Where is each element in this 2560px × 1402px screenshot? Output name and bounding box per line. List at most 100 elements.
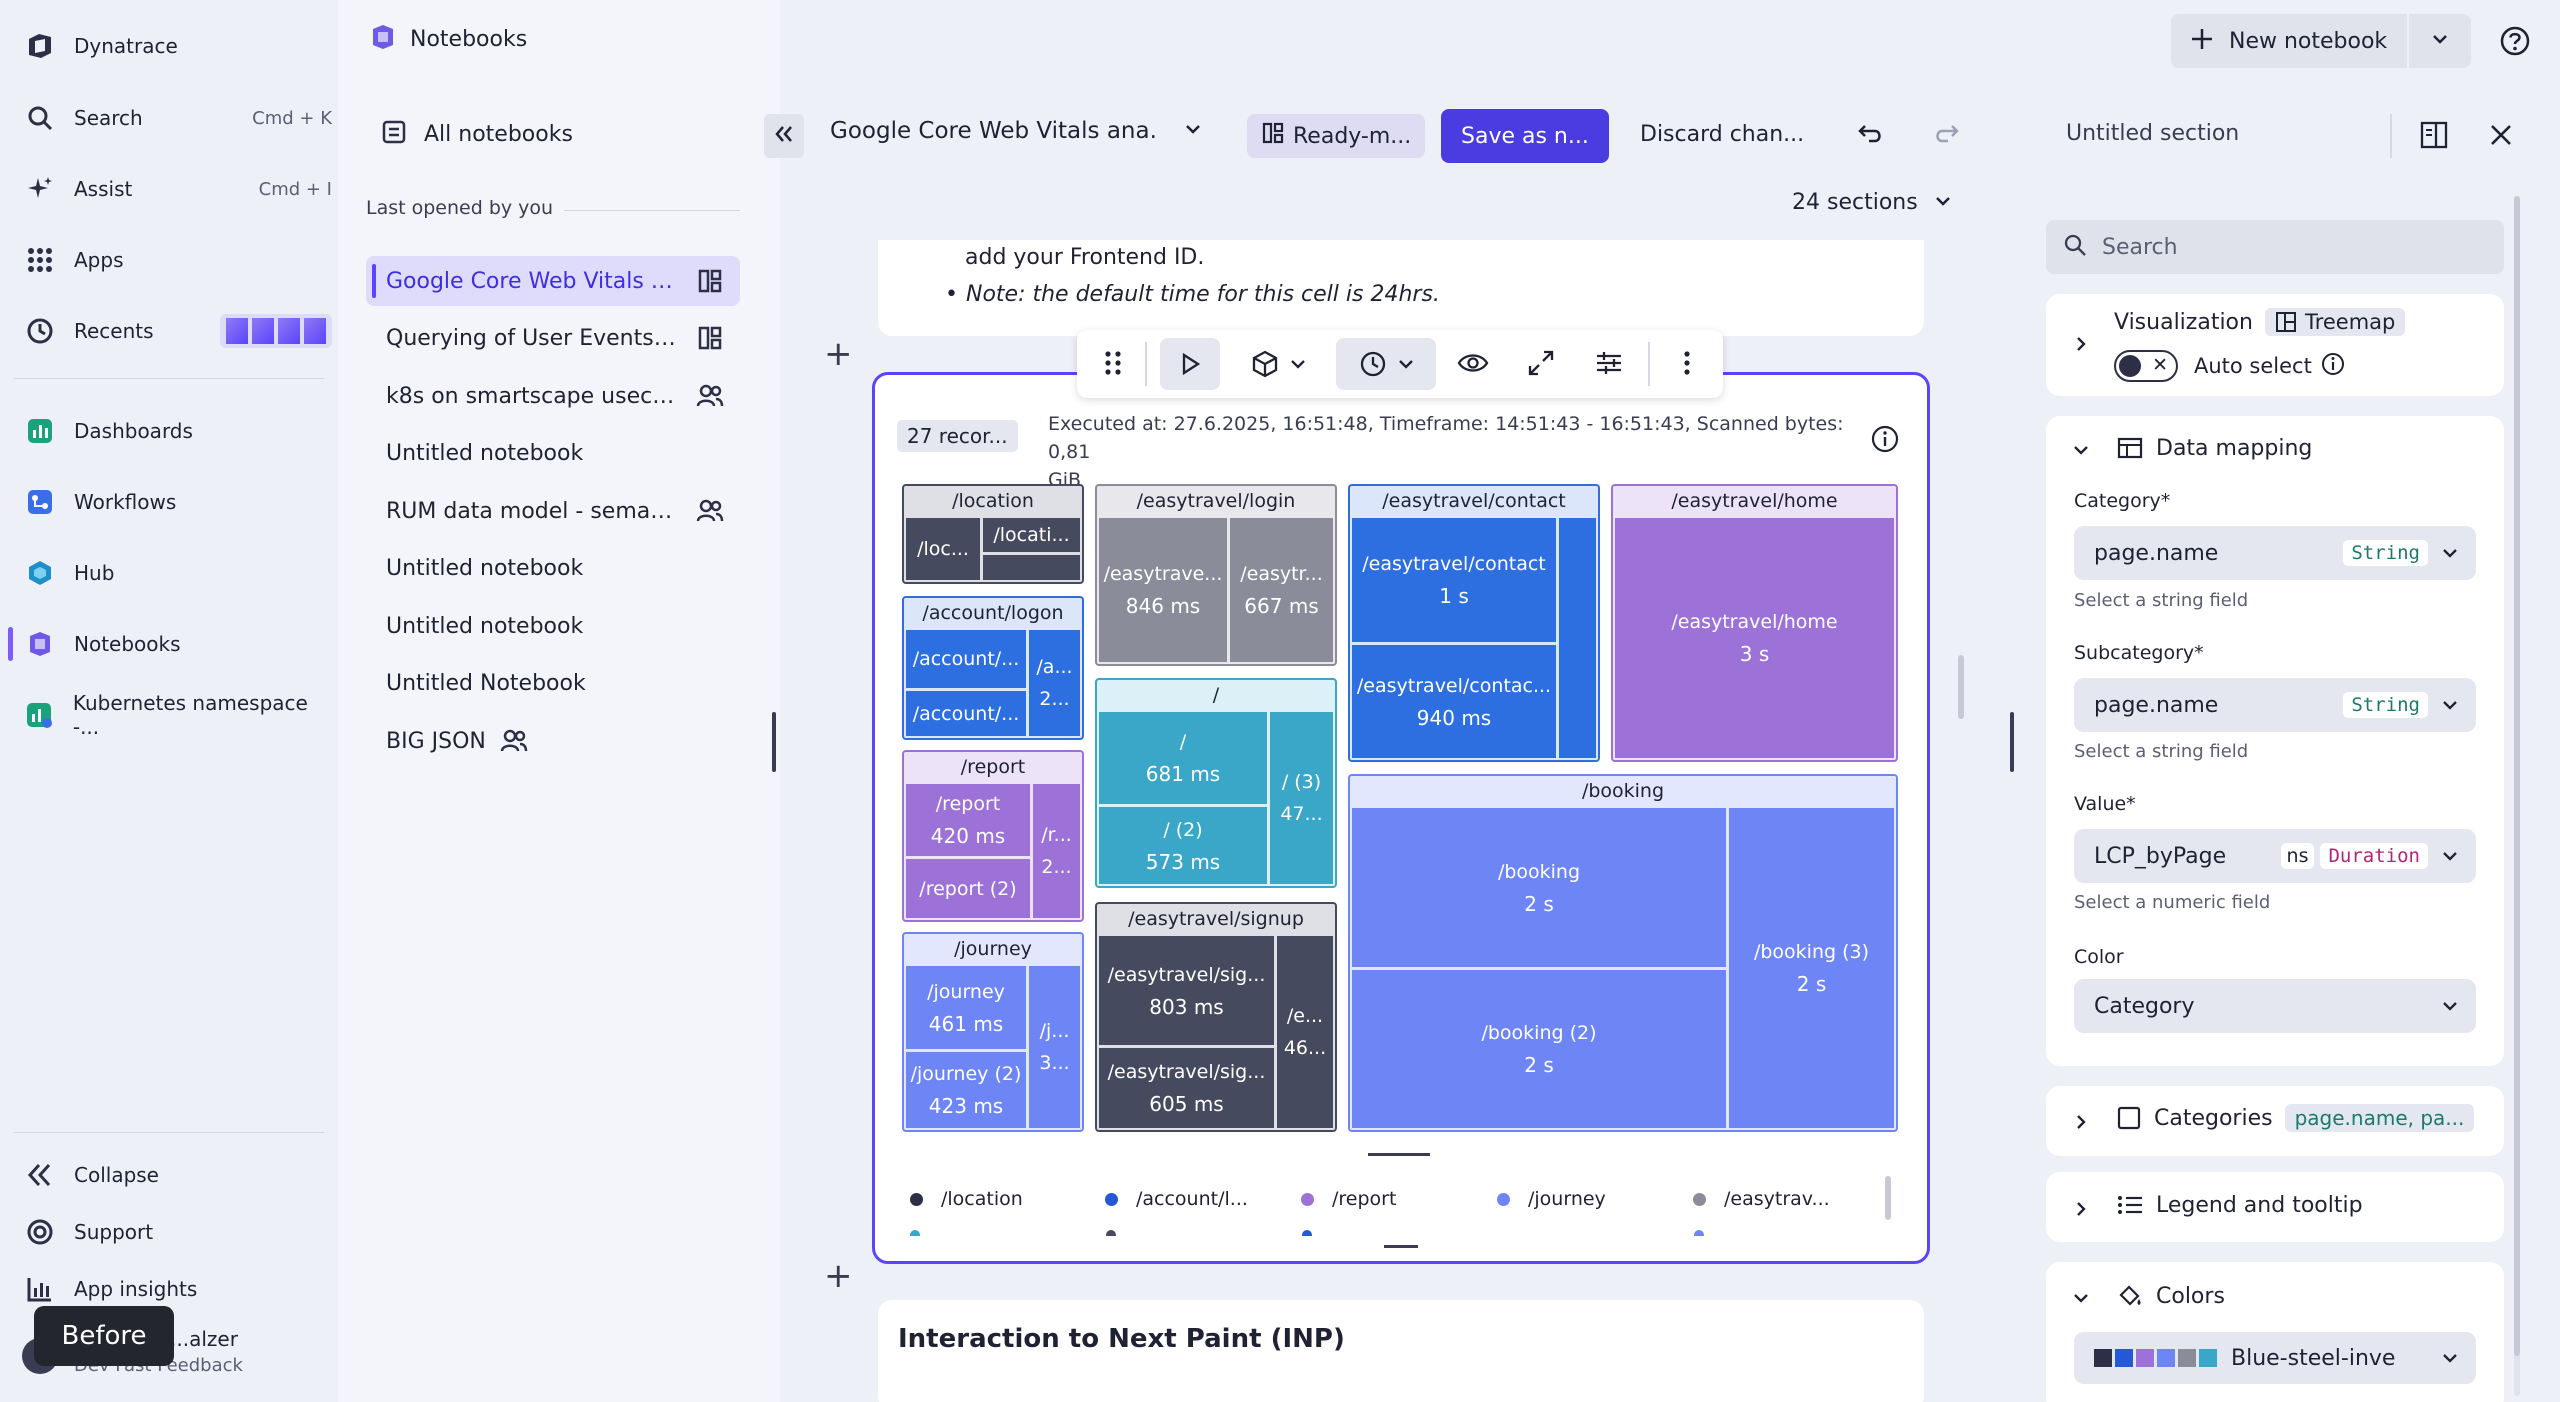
chevron-down-icon[interactable] <box>2072 440 2090 464</box>
record-count-badge[interactable]: 27 recor... <box>897 420 1018 452</box>
nav-assist[interactable]: Assist Cmd + I <box>22 169 332 209</box>
side-resize-handle[interactable] <box>2010 712 2014 772</box>
notebook-item[interactable]: k8s on smartscape useca... <box>366 371 740 421</box>
category-select[interactable]: page.name String <box>2074 526 2476 580</box>
info-icon[interactable] <box>1870 424 1900 459</box>
nav-workflows[interactable]: Workflows <box>22 482 332 522</box>
markdown-cell[interactable] <box>878 240 1924 336</box>
legend-item[interactable]: /account/l... <box>1105 1188 1248 1210</box>
treemap-leaf[interactable]: /booking (3) 2 s <box>1729 808 1894 1128</box>
legend-scroll-indicator[interactable] <box>1384 1245 1418 1248</box>
expand-icon[interactable] <box>1526 348 1556 383</box>
chevron-right-icon[interactable] <box>2072 1199 2090 1223</box>
ready-made-button[interactable]: Ready-m... <box>1247 114 1426 158</box>
settings-sliders-icon[interactable] <box>1594 348 1624 383</box>
info-icon[interactable] <box>2320 351 2346 382</box>
treemap-leaf[interactable]: /easytr... 667 ms <box>1230 518 1333 662</box>
redo-button[interactable] <box>1931 120 1961 155</box>
categories-header[interactable]: Categories page.name, pa... <box>2116 1104 2475 1132</box>
panel-scrollbar-thumb[interactable] <box>2514 196 2520 1356</box>
help-button[interactable] <box>2498 24 2532 58</box>
notebook-title-dropdown[interactable]: Google Core Web Vitals ana... <box>830 118 1202 144</box>
notebook-item[interactable]: Querying of User Events ... <box>366 313 740 363</box>
treemap-leaf[interactable]: /loc... <box>906 518 980 580</box>
undo-button[interactable] <box>1856 120 1886 155</box>
chevron-right-icon[interactable] <box>2072 1112 2090 1136</box>
close-icon[interactable] <box>2486 120 2516 155</box>
treemap-leaf[interactable]: / (2) 573 ms <box>1099 807 1267 884</box>
legend-item[interactable]: /easytrav... <box>1693 1188 1830 1210</box>
run-button[interactable] <box>1160 338 1220 390</box>
nav-notebooks[interactable]: Notebooks <box>22 624 332 664</box>
treemap-leaf[interactable]: /report (2) <box>906 859 1030 918</box>
treemap-leaf[interactable]: /easytravel/contac... 940 ms <box>1352 645 1556 758</box>
treemap-leaf[interactable]: /a... 2... <box>1029 630 1080 736</box>
panel-resize-handle[interactable] <box>772 712 776 772</box>
nav-kubernetes[interactable]: Kubernetes namespace -... <box>22 691 332 739</box>
collapse-list-button[interactable] <box>764 114 804 158</box>
treemap-leaf[interactable] <box>1559 518 1596 758</box>
treemap-leaf[interactable]: /booking (2) 2 s <box>1352 970 1726 1128</box>
treemap-leaf[interactable]: /easytravel/sig... 605 ms <box>1099 1048 1274 1128</box>
color-select[interactable]: Category <box>2074 979 2476 1033</box>
toggle-switch[interactable]: ✕ <box>2114 350 2178 382</box>
horizontal-scroll-indicator[interactable] <box>1368 1153 1430 1156</box>
palette-select[interactable]: Blue-steel-inve <box>2074 1332 2476 1384</box>
legend-item[interactable]: /journey <box>1497 1188 1606 1210</box>
nav-support[interactable]: Support <box>22 1212 332 1252</box>
discard-changes-button[interactable]: Discard chan... <box>1640 121 1805 147</box>
chevron-down-icon[interactable] <box>2072 1288 2090 1312</box>
data-mapping-header[interactable]: Data mapping <box>2116 434 2312 462</box>
treemap-leaf[interactable]: /easytravel/sig... 803 ms <box>1099 936 1274 1045</box>
timeframe-button[interactable] <box>1336 338 1436 390</box>
split-view-icon[interactable] <box>2418 120 2450 155</box>
treemap-leaf[interactable]: /easytravel/home 3 s <box>1615 518 1894 758</box>
treemap-leaf[interactable]: /locati... <box>983 518 1080 552</box>
more-options-icon[interactable] <box>1672 348 1702 383</box>
notebook-item[interactable]: Untitled Notebook <box>386 670 586 696</box>
treemap-leaf[interactable]: /easytravel/contact 1 s <box>1352 518 1556 642</box>
nav-apps[interactable]: Apps <box>22 240 332 280</box>
eye-icon[interactable] <box>1456 348 1490 383</box>
treemap-leaf[interactable]: /booking 2 s <box>1352 808 1726 967</box>
new-notebook-options-button[interactable] <box>2409 14 2471 68</box>
treemap-leaf[interactable]: /report 420 ms <box>906 784 1030 856</box>
new-notebook-button[interactable]: New notebook <box>2171 14 2407 68</box>
nav-collapse[interactable]: Collapse <box>22 1155 332 1195</box>
treemap-leaf[interactable]: /easytrave... 846 ms <box>1099 518 1227 662</box>
treemap-leaf[interactable]: /e... 46... <box>1277 936 1333 1128</box>
treemap-leaf[interactable]: /account/... <box>906 691 1026 736</box>
section-title-input[interactable]: Untitled section <box>2066 121 2240 146</box>
legend-item[interactable]: /report <box>1301 1188 1396 1210</box>
add-section-button[interactable]: + <box>824 1256 853 1296</box>
nav-app-insights[interactable]: App insights <box>22 1269 332 1309</box>
treemap-leaf[interactable]: /r... 2... <box>1033 784 1080 918</box>
recent-apps-icons[interactable] <box>220 314 332 348</box>
chevron-right-icon[interactable] <box>2072 334 2090 358</box>
visualization-header[interactable]: Visualization Treemap <box>2114 308 2406 336</box>
nav-search[interactable]: Search Cmd + K <box>22 98 332 138</box>
legend-scrollbar[interactable] <box>1885 1176 1891 1220</box>
treemap-leaf[interactable]: /account/... <box>906 630 1026 688</box>
colors-header[interactable]: Colors <box>2116 1282 2225 1310</box>
drag-handle-icon[interactable] <box>1100 346 1126 385</box>
treemap-leaf[interactable] <box>983 555 1080 580</box>
markdown-cell[interactable] <box>878 1300 1924 1402</box>
main-scrollbar[interactable] <box>1958 655 1964 719</box>
nav-recents[interactable]: Recents <box>22 311 332 351</box>
value-select[interactable]: LCP_byPage ns Duration <box>2074 829 2476 883</box>
notebook-item[interactable]: Untitled notebook <box>386 555 584 581</box>
sections-dropdown[interactable]: 24 sections <box>1792 190 1952 215</box>
save-as-new-button[interactable]: Save as n... <box>1441 109 1609 163</box>
subcategory-select[interactable]: page.name String <box>2074 678 2476 732</box>
add-section-button[interactable]: + <box>824 334 853 374</box>
data-source-button[interactable] <box>1238 338 1318 390</box>
nav-dashboards[interactable]: Dashboards <box>22 411 332 451</box>
treemap-leaf[interactable]: /j... 3... <box>1029 966 1080 1128</box>
search-input[interactable]: Search <box>2046 220 2504 274</box>
notebook-item[interactable]: Untitled notebook <box>386 613 584 639</box>
nav-brand[interactable]: Dynatrace <box>22 26 332 66</box>
treemap-leaf[interactable]: /681 ms <box>1099 712 1267 804</box>
treemap-leaf[interactable]: / (3) 47... <box>1270 712 1333 884</box>
all-notebooks-link[interactable]: All notebooks <box>380 118 573 151</box>
